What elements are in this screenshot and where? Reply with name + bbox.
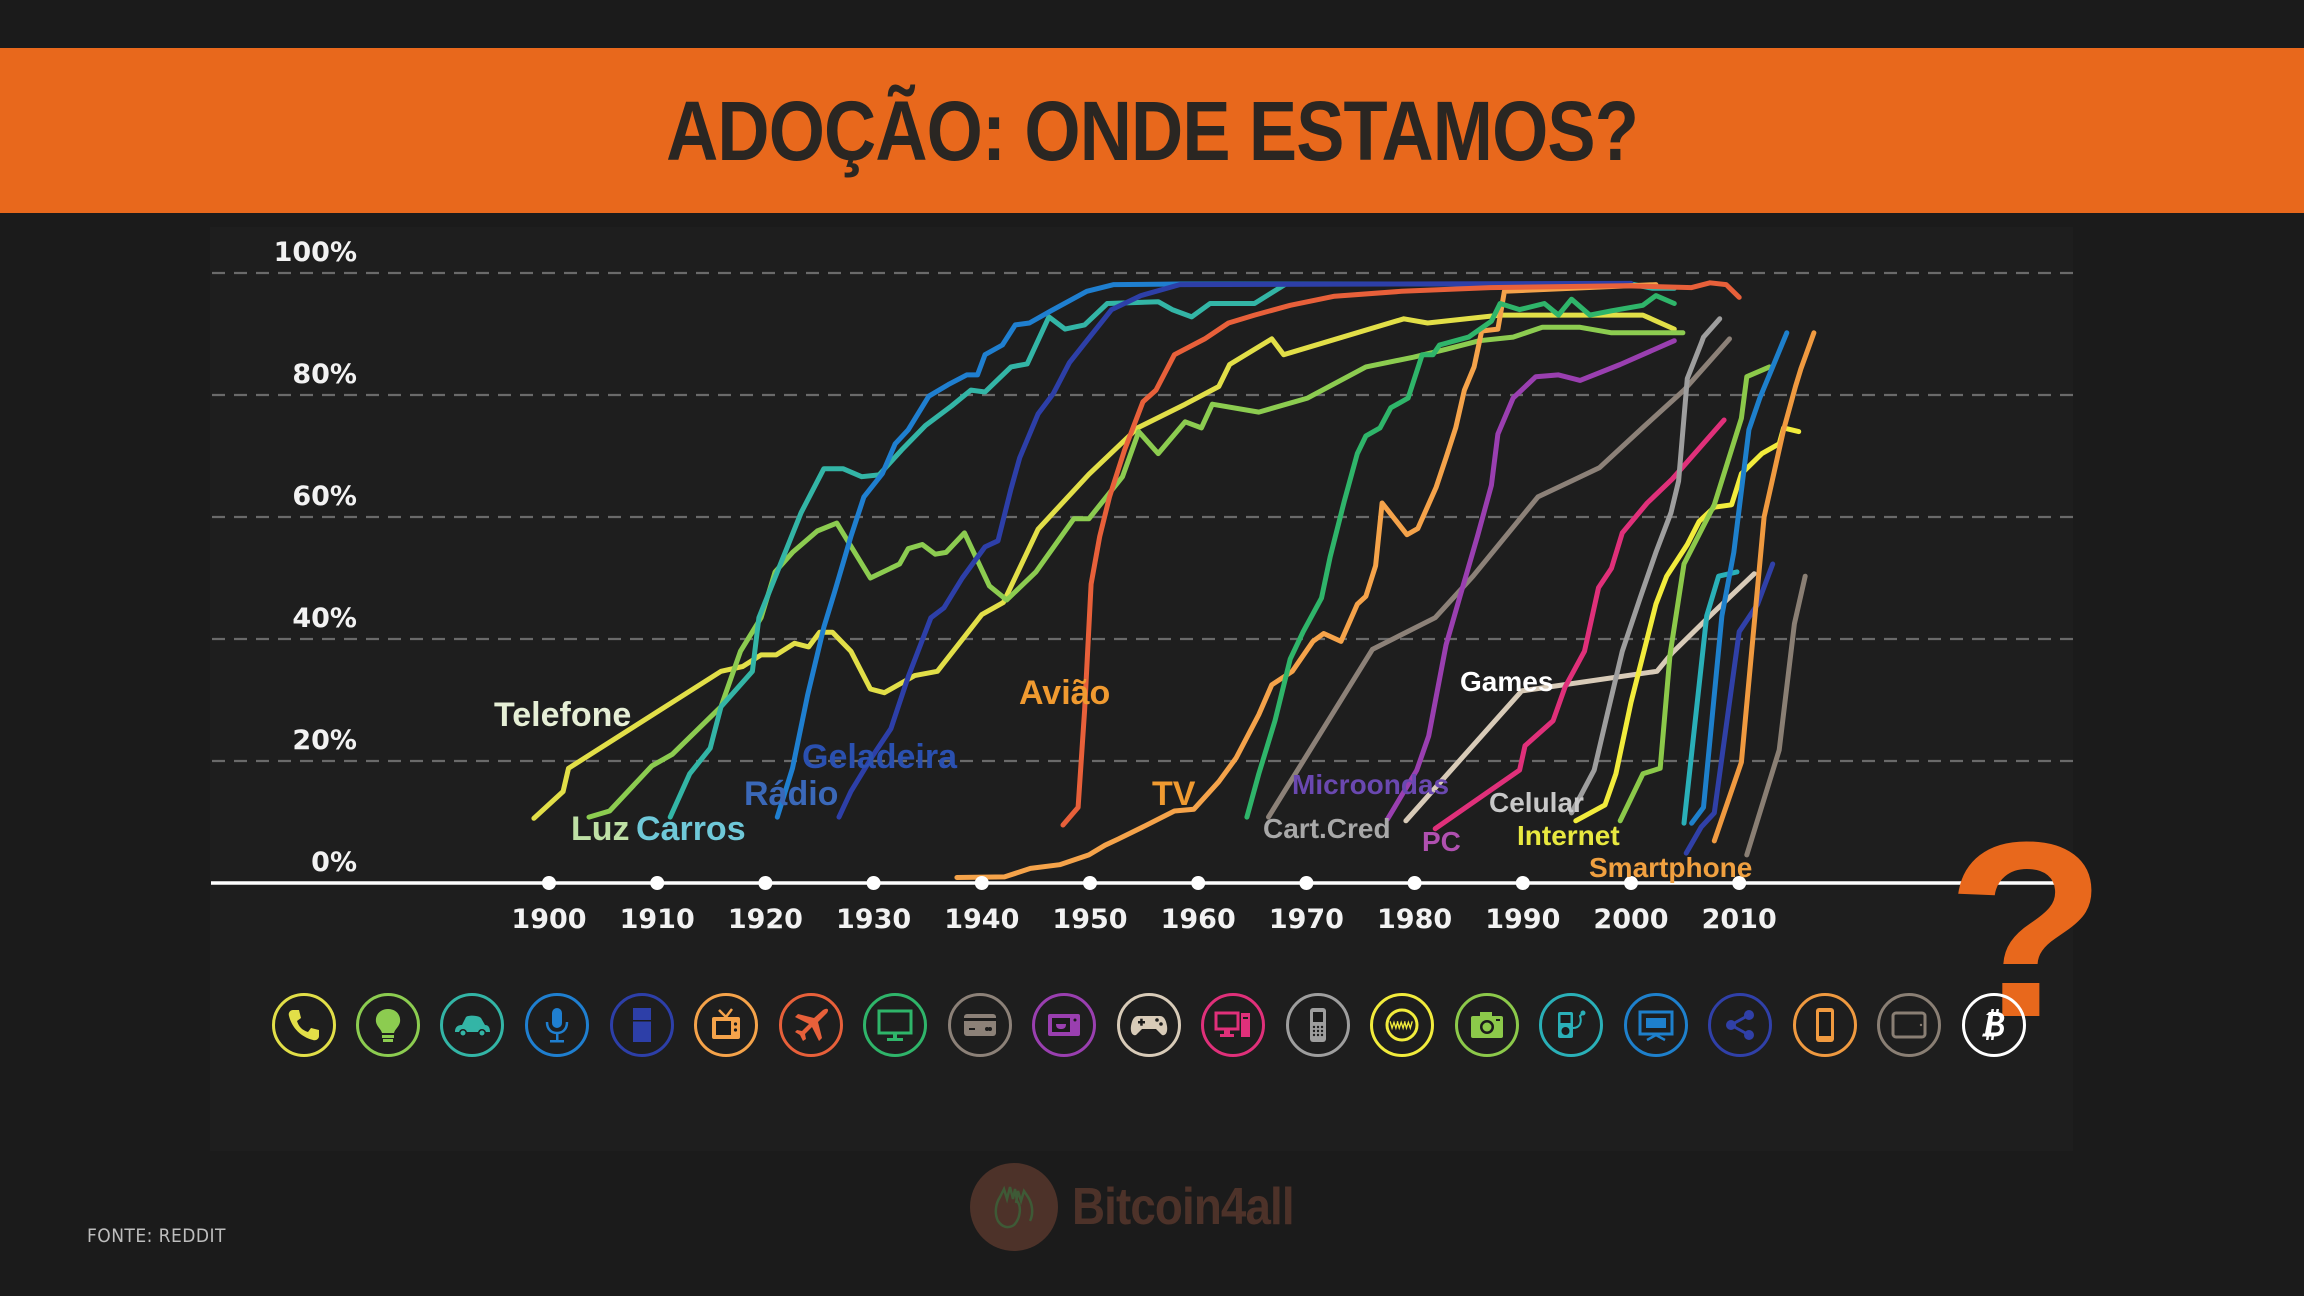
gridlines [212,271,2073,763]
series-label-games: Games [1460,666,1553,697]
x-tick-label: 1930 [836,904,911,935]
car-icon [440,993,504,1057]
microphone-icon [525,993,589,1057]
series-label-r-dio: Rádio [744,775,838,813]
bitcoin-icon [1962,993,2026,1057]
series-line-r-dio [774,281,1634,820]
series-line-carros [667,281,1677,820]
y-tick-label: 20% [292,725,357,756]
series-line-smartphone [1711,330,1817,844]
hdtv-icon [1624,993,1688,1057]
share-icon [1708,993,1772,1057]
x-tick-dot [1515,876,1530,890]
cellphone-icon [1286,993,1350,1057]
series-line-luz [586,324,1686,820]
series-line-avi-o [1060,280,1742,828]
series-line-tablet [1744,573,1808,858]
y-tick-label: 40% [292,603,357,634]
x-tick-dot [1732,876,1747,890]
x-tick-label: 1900 [511,904,586,935]
series-line-pc [1432,417,1727,832]
y-tick-label: 60% [292,481,357,512]
x-tick-dot [542,876,556,890]
x-axis-labels: 1900 1910 1920 1930 1940 1950 1960 1970 1980 1990… [511,904,1776,935]
refrigerator-icon [610,993,674,1057]
series-line-games [1403,571,1757,824]
x-tick-dot [974,876,989,890]
series-label-microondas: Microondas [1292,769,1449,800]
series-label-pc: PC [1422,826,1461,857]
y-axis-labels: 0% 20% 40% 60% 80% 100% [274,237,357,878]
series-label-telefone: Telefone [494,696,631,734]
gamepad-icon [1117,993,1181,1057]
smartphone-icon [1793,993,1857,1057]
x-tick-label: 1950 [1052,904,1127,935]
brand-logo: Bitcoin4all [970,1163,1324,1251]
x-tick-dot [1299,876,1314,890]
lightbulb-icon [356,993,420,1057]
series-line-mp3 [1681,569,1740,826]
series-label-luz: Luz [571,810,630,848]
x-tick-dot [758,876,773,890]
x-tick-dot [1191,876,1206,890]
x-axis [211,876,2075,890]
x-tick-dot [1407,876,1422,890]
series-label-cart-cred: Cart.Cred [1263,813,1391,844]
x-tick-label: 2000 [1593,904,1668,935]
x-tick-label: 1940 [944,904,1019,935]
monitor-icon [863,993,927,1057]
series-lines [531,280,1817,880]
x-tick-dot [1083,876,1097,890]
series-line-hdtv [1689,330,1790,826]
series-label-carros: Carros [636,810,746,848]
series-line-redes-sociais [1683,561,1776,856]
logo-text: Bitcoin4all [1072,1178,1295,1236]
logo-hands-icon [970,1163,1058,1251]
x-tick-label: 1910 [620,904,695,935]
series-label-smartphone: Smartphone [1589,852,1752,883]
series-label-celular: Celular [1489,787,1584,818]
series-label-avi-o: Avião [1019,674,1110,712]
source-text: FONTE: REDDIT [87,1225,226,1247]
title-banner: ADOÇÃO: ONDE ESTAMOS? [0,48,2304,213]
series-label-geladeira: Geladeira [802,738,958,776]
x-tick-dot [650,876,665,890]
series-label-tv: TV [1152,775,1196,813]
x-tick-label: 1970 [1269,904,1344,935]
tv-icon [694,993,758,1057]
series-line-celular [1569,316,1723,816]
credit-card-icon [948,993,1012,1057]
y-tick-label: 80% [292,359,357,390]
x-tick-label: 1980 [1377,904,1452,935]
desktop-computer-icon [1201,993,1265,1057]
airplane-icon [779,993,843,1057]
series-line-c-mera-digital [1617,364,1772,824]
series-line-internet [1573,425,1802,824]
phone-icon [272,993,336,1057]
page-title: ADOÇÃO: ONDE ESTAMOS? [666,84,1639,178]
x-tick-label: 1960 [1161,904,1236,935]
x-tick-dot [1624,876,1638,890]
series-line-cart-cred [1266,336,1732,820]
series-line-geladeira [836,280,1634,820]
mp3-player-icon [1539,993,1603,1057]
series-line-microondas [1385,338,1677,822]
x-tick-label: 2010 [1702,904,1777,935]
camera-icon [1455,993,1519,1057]
series-line-ar-condicionado [1244,293,1677,820]
x-tick-dot [866,876,881,890]
y-tick-label: 100% [274,237,357,268]
microwave-icon [1032,993,1096,1057]
www-icon [1370,993,1434,1057]
x-tick-label: 1990 [1485,904,1560,935]
tablet-icon [1877,993,1941,1057]
series-label-internet: Internet [1517,820,1620,851]
x-tick-label: 1920 [728,904,803,935]
y-tick-label: 0% [311,847,357,878]
series-line-telefone [531,312,1677,821]
series-line-tv [954,282,1659,880]
